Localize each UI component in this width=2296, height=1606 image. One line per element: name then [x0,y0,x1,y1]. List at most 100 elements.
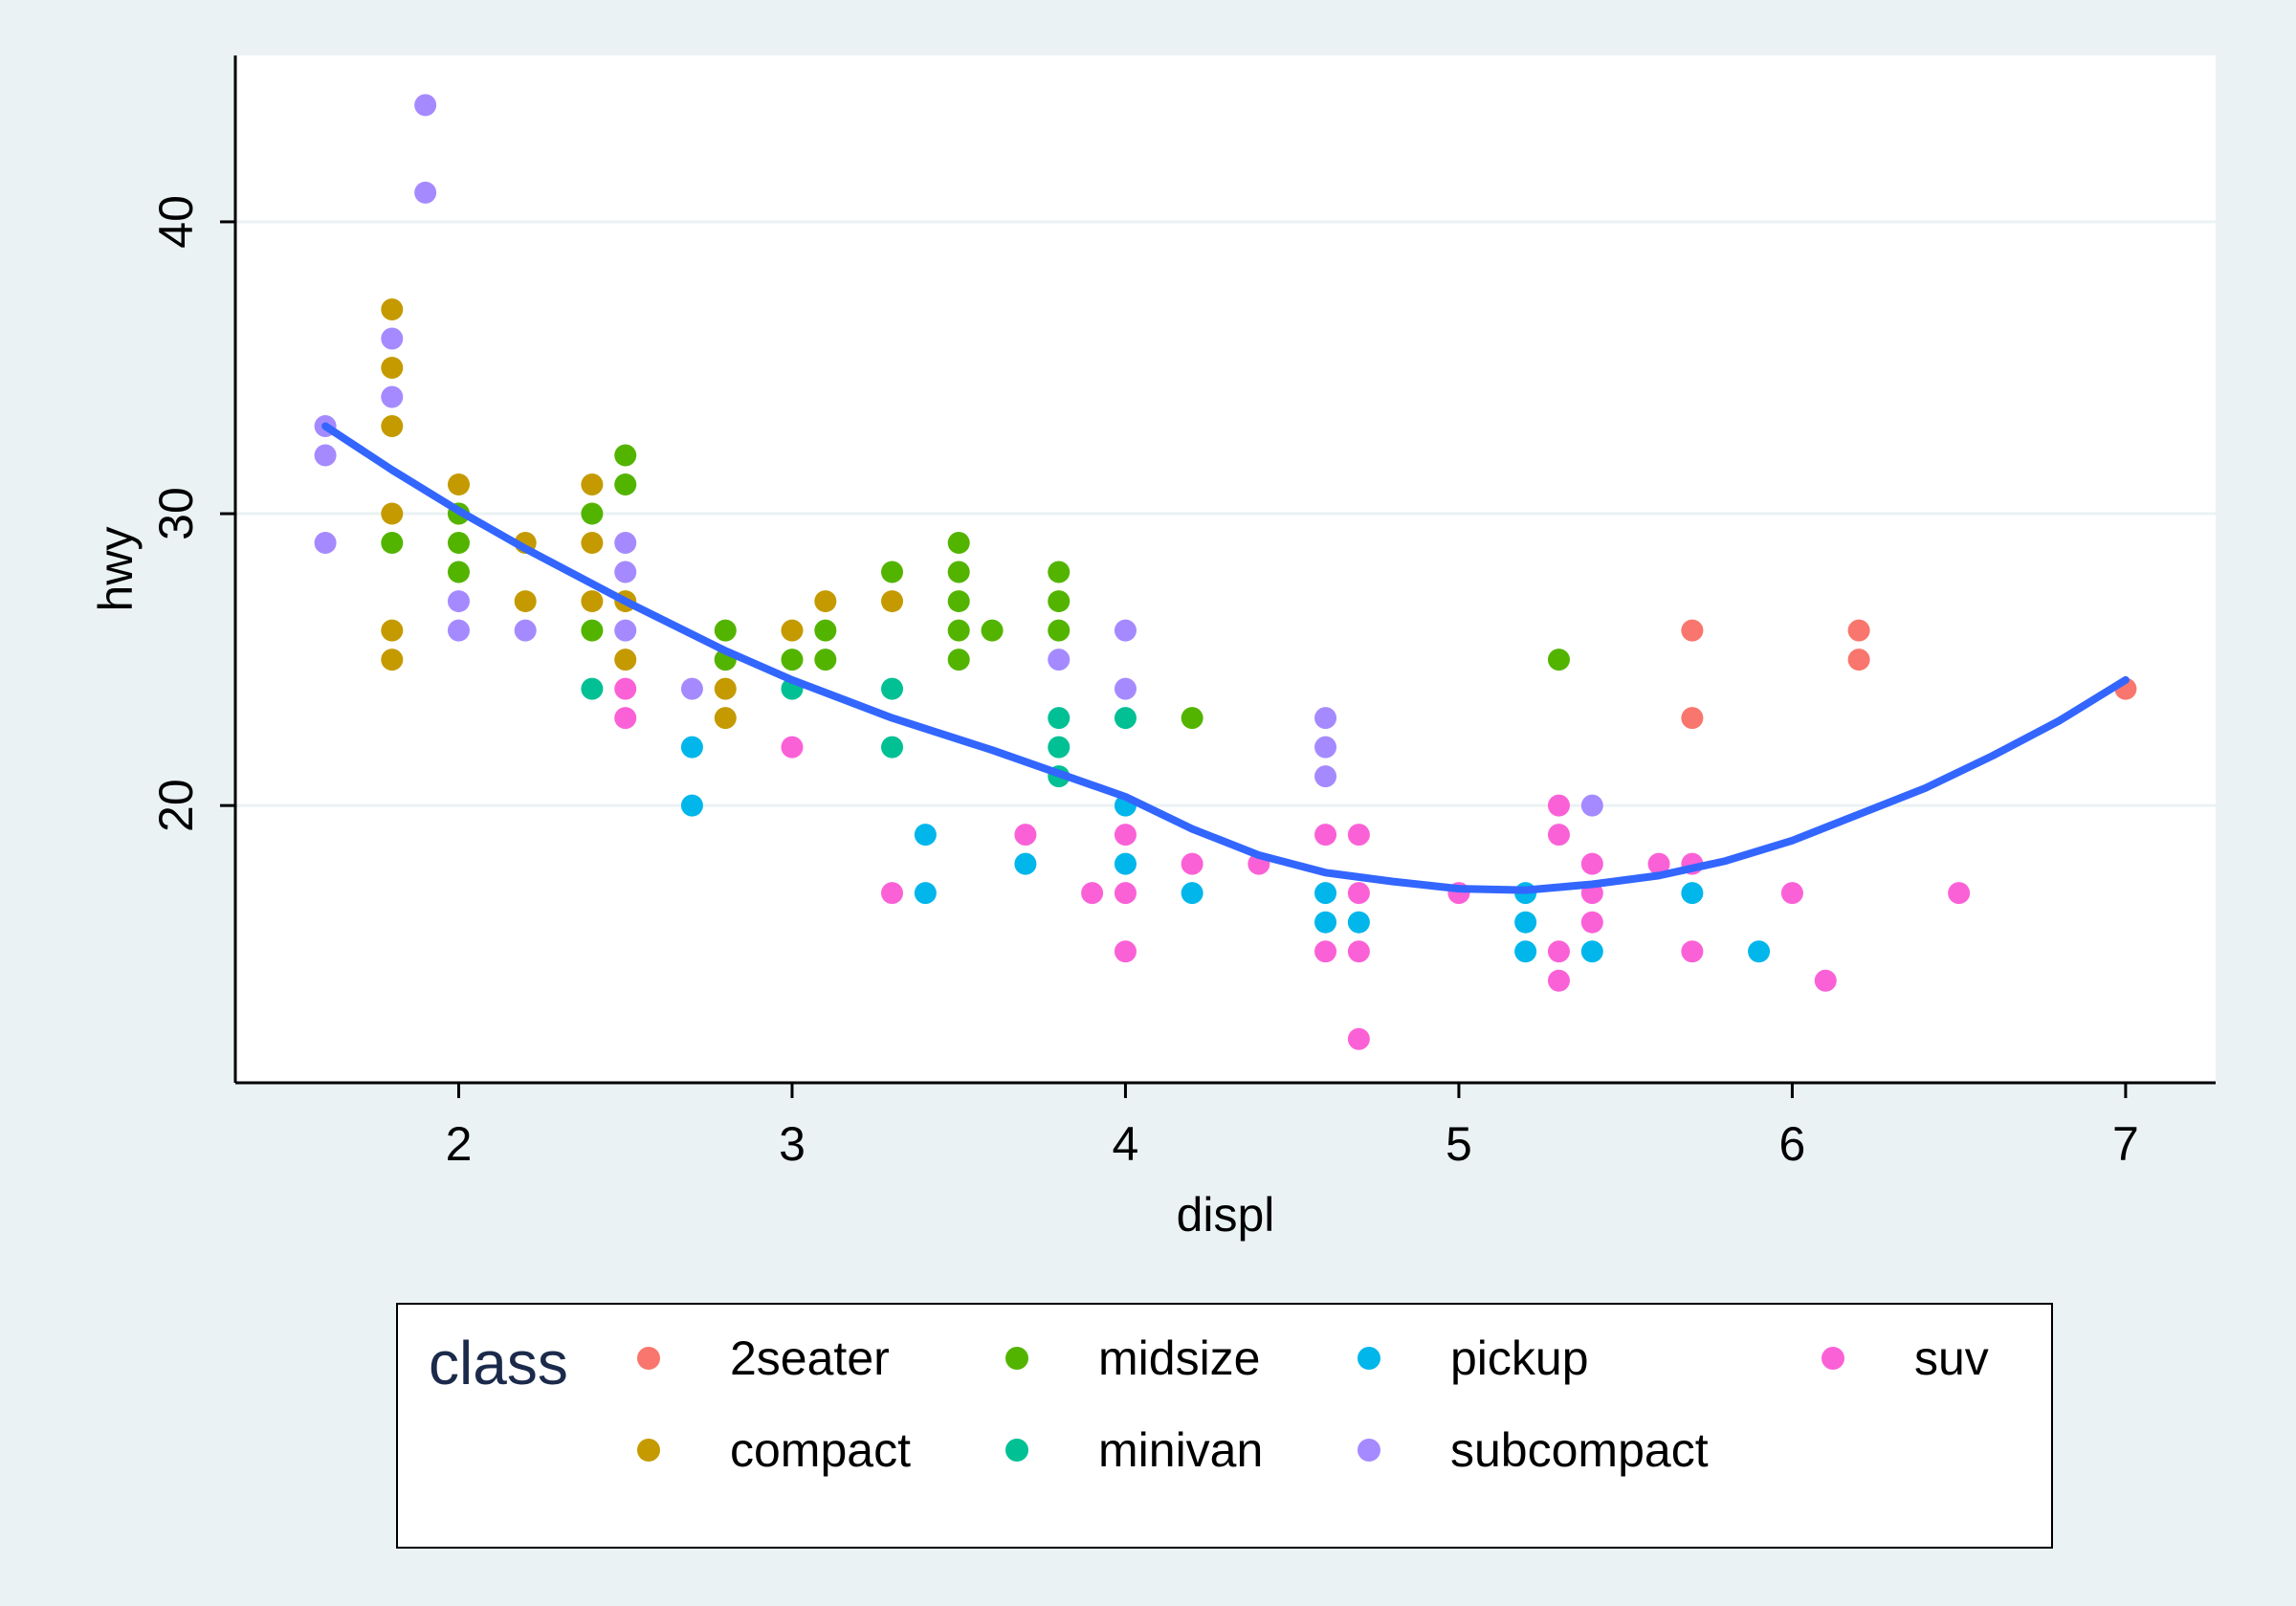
point-subcompact [414,94,437,117]
point-midsize [981,619,1004,642]
y-axis-title: hwy [89,527,143,612]
y-tick-label: 30 [149,487,203,540]
point-suv [781,736,804,759]
point-midsize [714,619,737,642]
point-midsize [381,532,404,555]
x-tick-label: 5 [1446,1117,1472,1171]
point-2seater [1847,649,1870,671]
x-axis-title: displ [1177,1188,1275,1242]
legend-item-minivan: minivan [1005,1421,1263,1479]
legend-swatch-compact [637,1439,660,1462]
point-pickup [680,736,703,759]
legend-item-suv: suv [1821,1330,1989,1387]
legend-label-subcompact: subcompact [1450,1423,1709,1477]
point-midsize [447,532,470,555]
plot-panel [235,55,2216,1083]
point-minivan [581,677,604,700]
legend-swatch-midsize [1005,1347,1028,1370]
point-subcompact [1314,707,1337,730]
point-suv [614,677,637,700]
point-midsize [614,473,637,496]
legend-swatch-minivan [1005,1439,1028,1462]
point-minivan [881,677,904,700]
point-suv [1114,824,1137,847]
point-midsize [581,619,604,642]
legend-label-suv: suv [1914,1331,1989,1385]
point-suv [1547,794,1570,817]
point-suv [1181,852,1203,875]
x-tick-label: 4 [1113,1117,1139,1171]
point-midsize [947,590,970,613]
point-subcompact [1314,765,1337,788]
point-compact [881,590,904,613]
point-pickup [1580,940,1603,963]
point-compact [581,473,604,496]
point-subcompact [314,532,337,555]
point-midsize [947,619,970,642]
point-midsize [1048,561,1071,583]
point-pickup [1748,940,1771,963]
legend-swatch-pickup [1358,1347,1380,1370]
point-subcompact [447,619,470,642]
point-minivan [1048,736,1071,759]
point-pickup [1014,852,1037,875]
point-midsize [814,649,837,671]
point-suv [1948,882,1971,905]
point-subcompact [614,532,637,555]
point-midsize [881,561,904,583]
x-tick-label: 2 [446,1117,473,1171]
point-minivan [1114,707,1137,730]
point-subcompact [1580,794,1603,817]
point-midsize [1048,590,1071,613]
point-compact [781,619,804,642]
point-pickup [1681,882,1704,905]
point-midsize [814,619,837,642]
point-suv [1547,940,1570,963]
point-suv [1347,940,1370,963]
point-suv [1780,882,1803,905]
point-compact [381,414,404,437]
point-pickup [1314,911,1337,934]
point-midsize [947,532,970,555]
point-subcompact [414,181,437,204]
legend: class 2seater compact midsize minivan pickup… [396,1303,2053,1549]
point-compact [581,532,604,555]
point-pickup [1514,911,1537,934]
legend-label-midsize: midsize [1098,1331,1261,1385]
legend-label-pickup: pickup [1450,1331,1589,1385]
point-suv [1014,824,1037,847]
point-suv [1681,940,1704,963]
point-subcompact [514,619,537,642]
legend-item-midsize: midsize [1005,1330,1260,1387]
point-minivan [1048,707,1071,730]
point-suv [1314,824,1337,847]
point-suv [1547,824,1570,847]
point-compact [381,502,404,525]
point-suv [1347,882,1370,905]
point-midsize [1547,649,1570,671]
point-compact [581,590,604,613]
point-pickup [914,824,937,847]
point-pickup [1314,882,1337,905]
point-compact [814,590,837,613]
point-compact [714,707,737,730]
point-suv [1314,940,1337,963]
point-subcompact [614,619,637,642]
legend-item-pickup: pickup [1358,1330,1589,1387]
point-midsize [947,561,970,583]
data-points [314,94,2137,1050]
legend-label-minivan: minivan [1098,1423,1264,1477]
point-midsize [614,444,637,467]
legend-swatch-suv [1821,1347,1844,1370]
y-tick-label: 40 [149,195,203,249]
legend-item-2seater: 2seater [637,1330,890,1387]
point-compact [714,677,737,700]
legend-item-compact: compact [637,1421,911,1479]
point-suv [1547,969,1570,992]
point-midsize [947,649,970,671]
point-midsize [1048,619,1071,642]
legend-title: class [429,1329,568,1397]
point-suv [1580,852,1603,875]
axis-ticks: 20 30 40 2 3 4 5 6 7 [149,195,2139,1171]
legend-label-compact: compact [730,1423,911,1477]
